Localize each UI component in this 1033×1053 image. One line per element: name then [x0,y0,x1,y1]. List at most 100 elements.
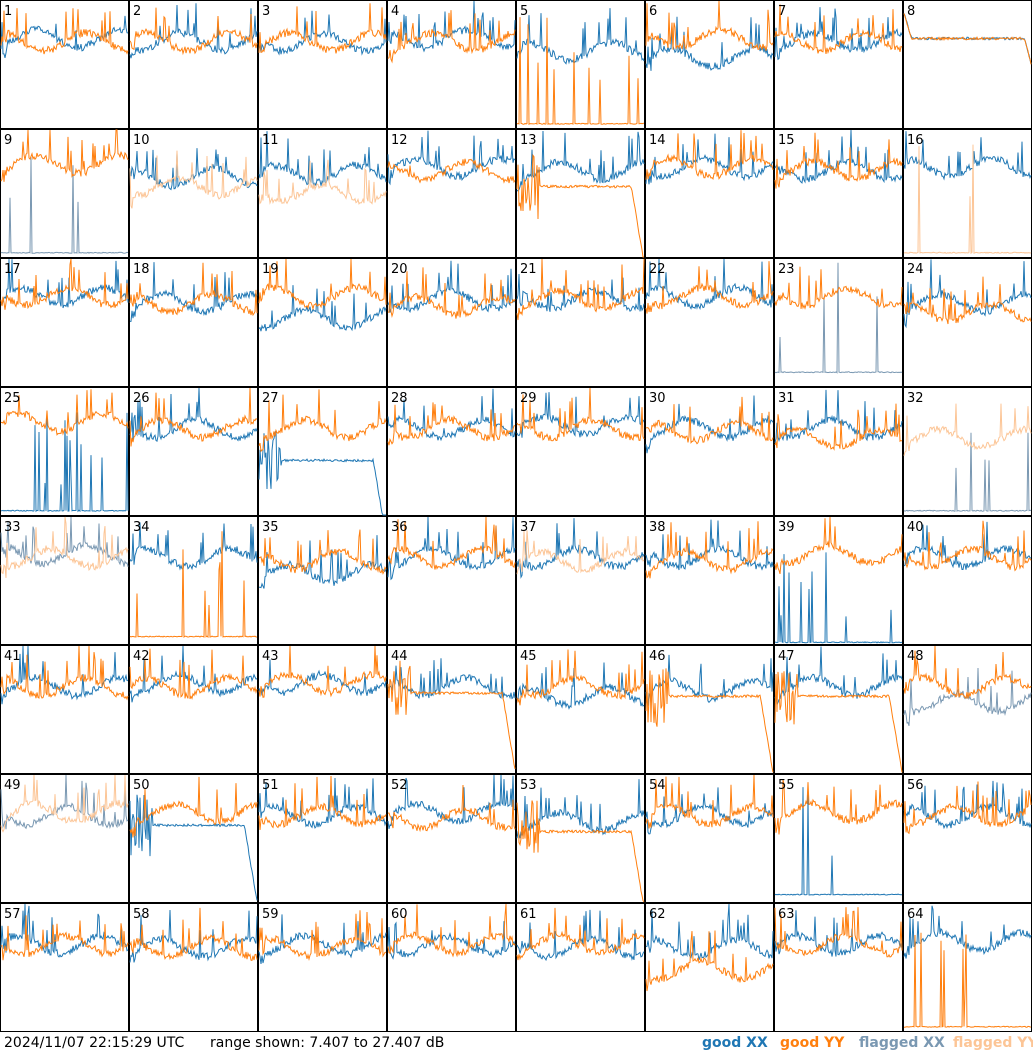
panel-label: 53 [520,778,537,793]
panel-label: 38 [649,520,666,535]
series-good-yy [0,258,129,310]
series-good-xx [516,662,645,710]
panel-14: 14 [645,129,774,258]
panel-60: 60 [387,903,516,1032]
panel-border [387,129,516,258]
panel-border [903,516,1032,645]
panel-label: 61 [520,907,537,922]
panel-label: 35 [262,520,279,535]
series-good-xx [903,521,1032,570]
panel-label: 54 [649,778,666,793]
panel-border [387,258,516,387]
panel-33: 33 [0,516,129,645]
panel-border [774,387,903,516]
panel-border [516,774,645,903]
panel-label: 33 [4,520,21,535]
panel-border [645,645,774,774]
panel-label: 44 [391,649,408,664]
series-good-xx [0,645,129,705]
panel-label: 28 [391,391,408,406]
series-good-xx [258,285,387,332]
series-good-xx [387,260,516,313]
panel-border [258,258,387,387]
panel-border [258,903,387,1032]
panel-37: 37 [516,516,645,645]
panel-label: 11 [262,133,279,148]
panel-border [258,774,387,903]
panel-label: 49 [4,778,21,793]
series-good-yy [903,781,1032,835]
panel-label: 29 [520,391,537,406]
series-good-yy [0,389,129,436]
panel-label: 50 [133,778,150,793]
panel-label: 5 [520,4,528,19]
series-good-xx [258,914,387,964]
series-flagged-yy [129,150,258,209]
panel-7: 7 [774,0,903,129]
series-good-xx [0,903,129,958]
panel-label: 4 [391,4,399,19]
panel-40: 40 [903,516,1032,645]
series-good-xx [774,7,903,61]
series-good-yy [774,403,903,451]
panel-border [903,258,1032,387]
series-good-yy [516,800,645,903]
series-good-yy [774,671,903,773]
panel-border [129,129,258,258]
series-flagged-xx [0,516,129,568]
series-good-xx [774,389,903,444]
panel-label: 16 [907,133,924,148]
panel-17: 17 [0,258,129,387]
range-text: range shown: 7.407 to 27.407 dB [210,1035,445,1051]
series-good-yy [387,516,516,570]
panel-border [258,129,387,258]
series-good-xx [129,794,258,901]
panel-border [258,645,387,774]
panel-border [516,903,645,1032]
series-flagged-xx [903,432,1032,512]
series-good-yy [516,387,645,442]
series-good-xx [387,516,516,581]
series-good-yy [774,266,903,310]
panel-label: 19 [262,262,279,277]
panel-label: 48 [907,649,924,664]
panel-label: 24 [907,262,924,277]
panel-border [387,774,516,903]
series-good-xx [903,905,1032,959]
series-good-yy [258,258,387,311]
panel-border [645,129,774,258]
series-good-yy [129,907,258,961]
panel-border [903,645,1032,774]
panel-22: 22 [645,258,774,387]
series-good-xx [903,13,1032,64]
series-good-yy [903,520,1032,572]
series-good-xx [516,392,645,438]
panel-24: 24 [903,258,1032,387]
panel-5: 5 [516,0,645,129]
panel-border [903,129,1032,258]
series-good-yy [129,7,258,56]
panel-border [645,387,774,516]
panel-label: 23 [778,262,795,277]
series-good-yy [129,776,258,838]
panel-53: 53 [516,774,645,903]
series-good-yy [258,775,387,831]
panel-27: 27 [258,387,387,516]
panel-34: 34 [129,516,258,645]
series-good-yy [258,3,387,54]
panel-11: 11 [258,129,387,258]
panel-45: 45 [516,645,645,774]
series-good-yy [129,387,258,447]
footer-bar: 2024/11/07 22:15:29 UTC range shown: 7.4… [0,1033,1033,1053]
series-good-xx [645,16,774,71]
panel-label: 62 [649,907,666,922]
panel-label: 1 [4,4,12,19]
series-good-yy [516,17,645,126]
panel-border [0,774,129,903]
panel-51: 51 [258,774,387,903]
series-flagged-yy [0,516,129,578]
series-flagged-xx [903,667,1032,726]
panel-56: 56 [903,774,1032,903]
panel-border [774,0,903,129]
panel-border [129,516,258,645]
